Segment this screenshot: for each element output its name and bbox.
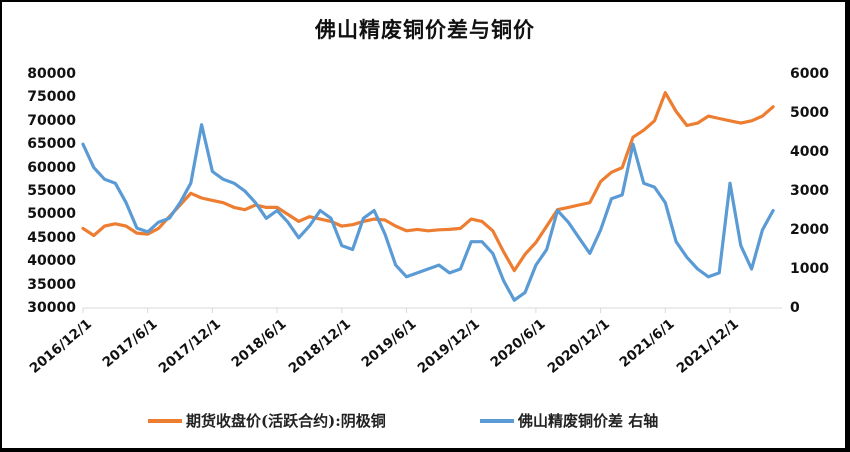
legend-label: 佛山精废铜价差 右轴: [518, 412, 659, 430]
right-y-tick-label: 5000: [790, 105, 829, 121]
legend-item-foshan-spread[interactable]: 佛山精废铜价差 右轴: [480, 410, 658, 431]
legend-item-copper-futures[interactable]: 期货收盘价(活跃合约):阴极铜: [148, 410, 386, 431]
legend-label: 期货收盘价(活跃合约):阴极铜: [186, 412, 386, 430]
legend: 期货收盘价(活跃合约):阴极铜 佛山精废铜价差 右轴: [0, 410, 850, 434]
left-y-tick-label: 50000: [27, 206, 76, 223]
right-y-tick-label: 1000: [790, 261, 829, 277]
legend-swatch-blue: [480, 418, 514, 423]
left-y-tick-label: 35000: [27, 276, 76, 293]
left-y-tick-label: 30000: [27, 300, 76, 316]
right-y-tick-label: 0: [790, 300, 800, 316]
left-y-tick-label: 70000: [27, 112, 76, 129]
chart-title: 佛山精废铜价差与铜价: [315, 17, 535, 42]
left-y-tick-label: 75000: [27, 89, 76, 106]
right-y-tick-label: 2000: [790, 222, 829, 238]
left-y-tick-label: 40000: [27, 253, 76, 270]
left-y-tick-label: 45000: [27, 229, 76, 246]
left-y-tick-label: 60000: [27, 159, 76, 176]
right-y-tick-label: 3000: [790, 183, 829, 199]
right-y-tick-label: 4000: [790, 144, 829, 160]
left-y-tick-label: 65000: [27, 136, 76, 153]
right-y-tick-label: 6000: [790, 66, 829, 82]
x-axis-tick-marks: [82, 308, 731, 313]
series-line-foshan-spread: [81, 123, 775, 302]
left-y-tick-label: 80000: [27, 66, 76, 82]
left-y-tick-label: 55000: [27, 183, 76, 199]
series-line-copper-futures: [81, 91, 775, 273]
legend-swatch-orange: [148, 418, 182, 423]
